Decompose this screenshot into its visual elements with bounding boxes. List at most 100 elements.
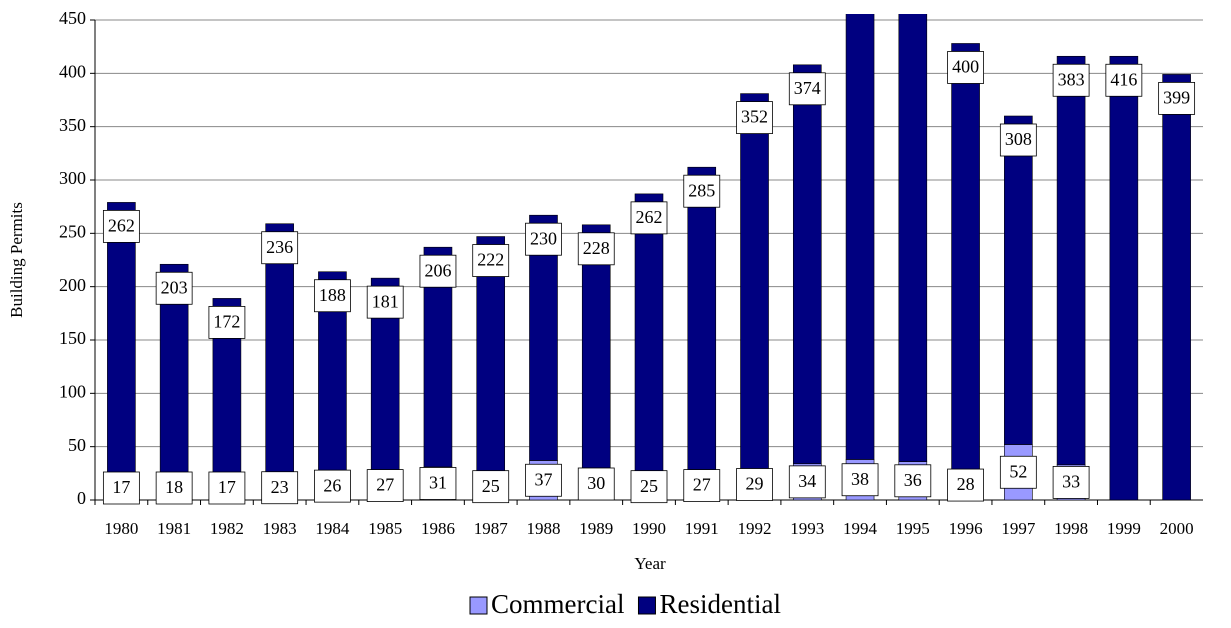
data-label: 352: [741, 107, 768, 127]
legend-label: Residential: [659, 589, 780, 619]
y-tick-label: 250: [59, 221, 86, 241]
x-axis-label: Year: [634, 554, 666, 573]
label-box: [788, 465, 826, 499]
label-box: [314, 469, 351, 503]
y-tick-label: 350: [59, 115, 86, 135]
label-box: [577, 467, 615, 501]
bar-segment: [1004, 115, 1033, 445]
data-label: 222: [477, 250, 504, 270]
data-label: 17: [112, 477, 130, 497]
label-box: [947, 468, 984, 502]
data-label: 29: [746, 474, 764, 494]
data-label: 399: [1163, 88, 1190, 108]
data-label: 203: [161, 277, 188, 297]
bar-segment: [634, 193, 664, 474]
data-label: 383: [1058, 69, 1085, 89]
bar-segment: [951, 43, 980, 471]
label-box: [1052, 63, 1090, 97]
label-box: [683, 469, 721, 503]
x-tick-label: 1986: [421, 519, 455, 538]
label-box: [999, 123, 1037, 157]
label-box: [155, 471, 193, 505]
x-tick-label: 1982: [210, 519, 244, 538]
data-label: 38: [851, 469, 869, 489]
label-box: [630, 470, 668, 504]
x-tick-label: 1992: [738, 519, 772, 538]
data-label: 23: [271, 477, 289, 497]
label-box: [1052, 465, 1090, 499]
legend-swatch: [469, 596, 488, 615]
label-box: [366, 469, 404, 503]
label-box: [1158, 82, 1196, 115]
label-box: [155, 271, 193, 305]
x-tick-label: 1996: [949, 519, 983, 538]
data-label: 33: [1062, 472, 1080, 492]
x-tick-label: 1995: [896, 519, 930, 538]
label-box: [630, 201, 668, 235]
x-tick-label: 1989: [579, 519, 613, 538]
bar-segment: [687, 166, 717, 472]
data-label: 52: [1009, 461, 1027, 481]
label-box: [314, 279, 351, 313]
label-box: [577, 232, 615, 266]
y-tick-label: 200: [59, 275, 86, 295]
data-label: 285: [688, 180, 715, 200]
y-tick-label: 100: [59, 381, 86, 401]
x-tick-label: 1988: [526, 519, 560, 538]
x-tick-label: 1987: [474, 519, 509, 538]
bar-segment: [845, 14, 875, 460]
x-tick-label: 1991: [685, 519, 719, 538]
label-box: [208, 305, 246, 339]
data-label: 188: [319, 285, 346, 305]
data-label: 34: [798, 471, 816, 491]
data-label: 25: [482, 476, 500, 496]
label-box: [366, 285, 404, 319]
bar-segment: [529, 214, 558, 461]
x-tick-label: 2000: [1160, 519, 1194, 538]
label-box: [419, 467, 457, 500]
label-box: [102, 471, 140, 505]
label-box: [525, 463, 562, 497]
x-tick-label: 1997: [1001, 519, 1036, 538]
label-box: [472, 470, 510, 504]
legend-label: Commercial: [491, 589, 624, 619]
data-label: 30: [587, 473, 605, 493]
bar-segment: [1056, 55, 1086, 466]
data-label: 172: [213, 312, 240, 332]
x-tick-label: 1980: [104, 519, 138, 538]
y-tick-label: 300: [59, 168, 86, 188]
x-tick-label: 1999: [1107, 519, 1141, 538]
y-tick-label: 400: [59, 61, 86, 81]
data-label: 36: [904, 470, 922, 490]
data-label: 230: [530, 228, 557, 248]
data-label: 18: [165, 477, 183, 497]
data-label: 236: [266, 237, 293, 257]
data-label: 374: [794, 78, 821, 98]
data-label: 262: [636, 207, 663, 227]
bar-segment: [1109, 55, 1139, 501]
labels: 17 262 18 203 17 172 23 236 26 188 27 181 31 206 25 222…: [102, 51, 1196, 505]
data-label: 28: [957, 474, 975, 494]
y-tick-label: 0: [77, 488, 86, 508]
data-label: 37: [534, 469, 552, 489]
data-label: 27: [693, 475, 711, 495]
x-tick-label: 1994: [843, 519, 878, 538]
label-box: [999, 455, 1037, 489]
label-box: [894, 464, 932, 498]
x-tick-label: 1993: [790, 519, 824, 538]
data-label: 25: [640, 476, 658, 496]
bar-segment: [1162, 74, 1191, 501]
x-tick-label: 1983: [263, 519, 297, 538]
label-box: [788, 72, 826, 106]
x-tick-label: 1984: [315, 519, 350, 538]
bar-segment: [107, 202, 136, 483]
y-axis-label: Building Permits: [7, 202, 26, 318]
x-tick-label: 1985: [368, 519, 402, 538]
label-box: [841, 463, 879, 497]
x-tick-label: 1998: [1054, 519, 1088, 538]
data-label: 400: [952, 57, 979, 77]
y-tick-label: 50: [68, 435, 86, 455]
label-box: [736, 468, 773, 501]
x-tick-label: 1990: [632, 519, 666, 538]
